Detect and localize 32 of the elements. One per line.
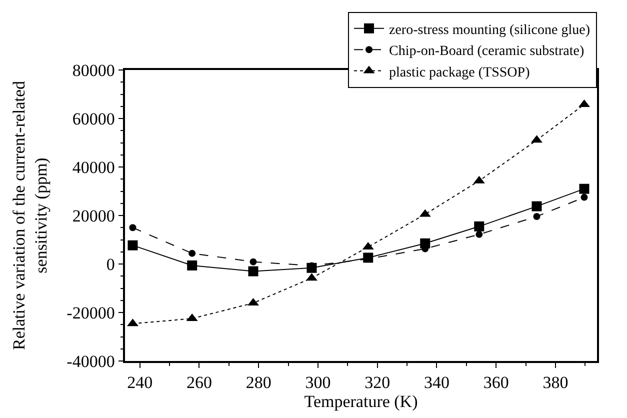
x-tick-label: 300 <box>305 373 331 392</box>
legend-label: zero-stress mounting (silicone glue) <box>389 22 590 38</box>
y-tick-label: 0 <box>106 254 115 274</box>
y-axis-title: Relative variation of the current-related sensitivity (ppm) <box>10 80 51 350</box>
point <box>128 240 138 250</box>
y-tick-label: 20000 <box>72 206 115 226</box>
point <box>579 184 590 194</box>
x-tick-label: 360 <box>483 373 509 392</box>
point <box>250 258 257 266</box>
point <box>474 221 484 232</box>
x-tick-label: 380 <box>542 373 568 392</box>
point <box>533 212 540 220</box>
point <box>476 230 483 238</box>
x-tick-label: 280 <box>246 373 272 392</box>
x-tick-label: 260 <box>186 373 212 392</box>
point <box>187 260 198 270</box>
y-tick-label: 60000 <box>72 109 115 128</box>
y-tick-label: -20000 <box>66 303 115 322</box>
y-tick-label: 80000 <box>72 60 115 80</box>
x-tick-label: 240 <box>127 373 153 392</box>
point <box>580 194 588 201</box>
point <box>129 224 136 232</box>
point <box>532 201 542 212</box>
point <box>248 266 258 276</box>
x-axis-title: Temperature (K) <box>304 392 418 412</box>
y-tick-label: 40000 <box>72 158 115 177</box>
y-tick-label: -40000 <box>66 352 115 371</box>
x-tick-label: 340 <box>424 373 450 392</box>
legend-label: Chip-on-Board (ceramic substrate) <box>389 44 584 60</box>
x-tick-label: 320 <box>364 373 390 392</box>
point <box>188 250 196 257</box>
legend-label: plastic package (TSSOP) <box>389 65 530 80</box>
